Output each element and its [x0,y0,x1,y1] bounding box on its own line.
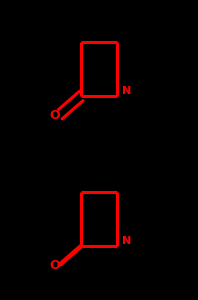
Text: N: N [122,86,131,97]
Text: O: O [50,109,60,122]
Text: N: N [122,236,131,247]
Text: O: O [50,259,60,272]
